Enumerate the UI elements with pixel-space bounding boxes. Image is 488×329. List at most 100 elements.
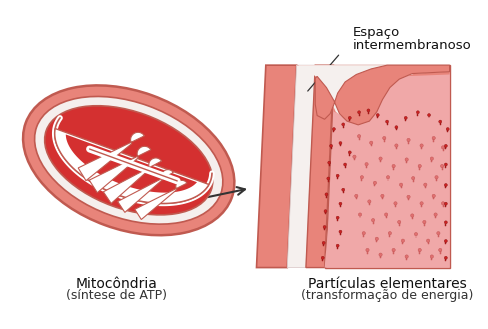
Circle shape [336,174,339,177]
Circle shape [379,253,382,256]
Bar [360,216,361,218]
Bar [340,144,341,146]
Bar [337,219,338,221]
Bar [440,251,441,254]
Ellipse shape [35,96,223,224]
Circle shape [322,241,325,244]
Bar [328,180,329,182]
Circle shape [342,123,345,126]
Bar [433,139,434,142]
Circle shape [424,183,427,186]
Bar [433,197,434,199]
Circle shape [445,163,447,166]
Ellipse shape [45,106,213,215]
Bar [417,114,418,115]
Circle shape [355,194,358,197]
Circle shape [414,233,418,236]
Text: Mitocôndria: Mitocôndria [76,277,158,291]
Bar [427,242,428,244]
Bar [419,251,420,254]
Circle shape [445,202,447,205]
Bar [396,129,397,131]
Bar [333,130,334,132]
Circle shape [445,256,447,259]
Circle shape [404,116,407,119]
Circle shape [398,220,401,224]
Bar [343,126,344,128]
Bar [377,116,378,118]
Circle shape [383,137,386,140]
Bar [389,235,390,237]
Circle shape [407,195,410,198]
Circle shape [358,111,361,114]
Bar [359,114,360,115]
Circle shape [339,141,342,144]
Bar [340,205,341,207]
Circle shape [339,230,342,233]
Bar [395,205,396,207]
Circle shape [392,164,395,168]
Circle shape [439,248,442,252]
Circle shape [410,214,414,217]
Circle shape [427,239,430,242]
Circle shape [435,176,438,179]
Circle shape [321,256,324,259]
Bar [366,165,367,168]
Circle shape [336,216,339,219]
Polygon shape [325,74,449,267]
Circle shape [407,138,410,141]
Circle shape [395,144,398,147]
Bar [387,179,388,181]
Circle shape [336,244,339,247]
Circle shape [411,177,415,180]
Polygon shape [89,146,151,193]
Polygon shape [135,180,187,219]
Bar [421,147,422,149]
Bar [406,258,407,260]
Circle shape [386,120,388,123]
Bar [396,147,397,149]
Circle shape [344,163,346,166]
Circle shape [332,128,335,131]
Circle shape [434,213,437,216]
Polygon shape [287,65,315,267]
Polygon shape [103,158,162,203]
Bar [382,197,383,199]
Text: intermembranoso: intermembranoso [352,39,471,52]
Circle shape [362,232,366,235]
Bar [440,123,441,125]
Bar [345,166,346,168]
Circle shape [405,255,408,258]
Bar [359,138,360,140]
Circle shape [446,128,449,131]
Circle shape [445,144,447,147]
Bar [326,196,327,198]
Circle shape [442,202,445,205]
Bar [408,141,409,143]
Bar [435,216,436,218]
Bar [424,223,425,226]
Circle shape [328,161,331,164]
Circle shape [418,248,421,252]
Text: (síntese de ATP): (síntese de ATP) [66,289,167,302]
Bar [399,223,400,226]
Circle shape [329,144,333,147]
Circle shape [432,194,435,197]
Bar [406,161,407,163]
Circle shape [367,109,370,112]
Circle shape [358,213,362,216]
Circle shape [381,194,384,197]
Bar [447,130,448,132]
Circle shape [392,248,395,252]
Circle shape [348,116,351,119]
Circle shape [375,237,379,240]
Circle shape [365,163,368,166]
Bar [349,119,350,121]
Circle shape [369,141,373,144]
Bar [340,233,341,235]
Bar [343,191,344,193]
Circle shape [325,193,328,196]
Bar [376,240,377,242]
Circle shape [442,146,445,149]
Bar [362,179,363,181]
